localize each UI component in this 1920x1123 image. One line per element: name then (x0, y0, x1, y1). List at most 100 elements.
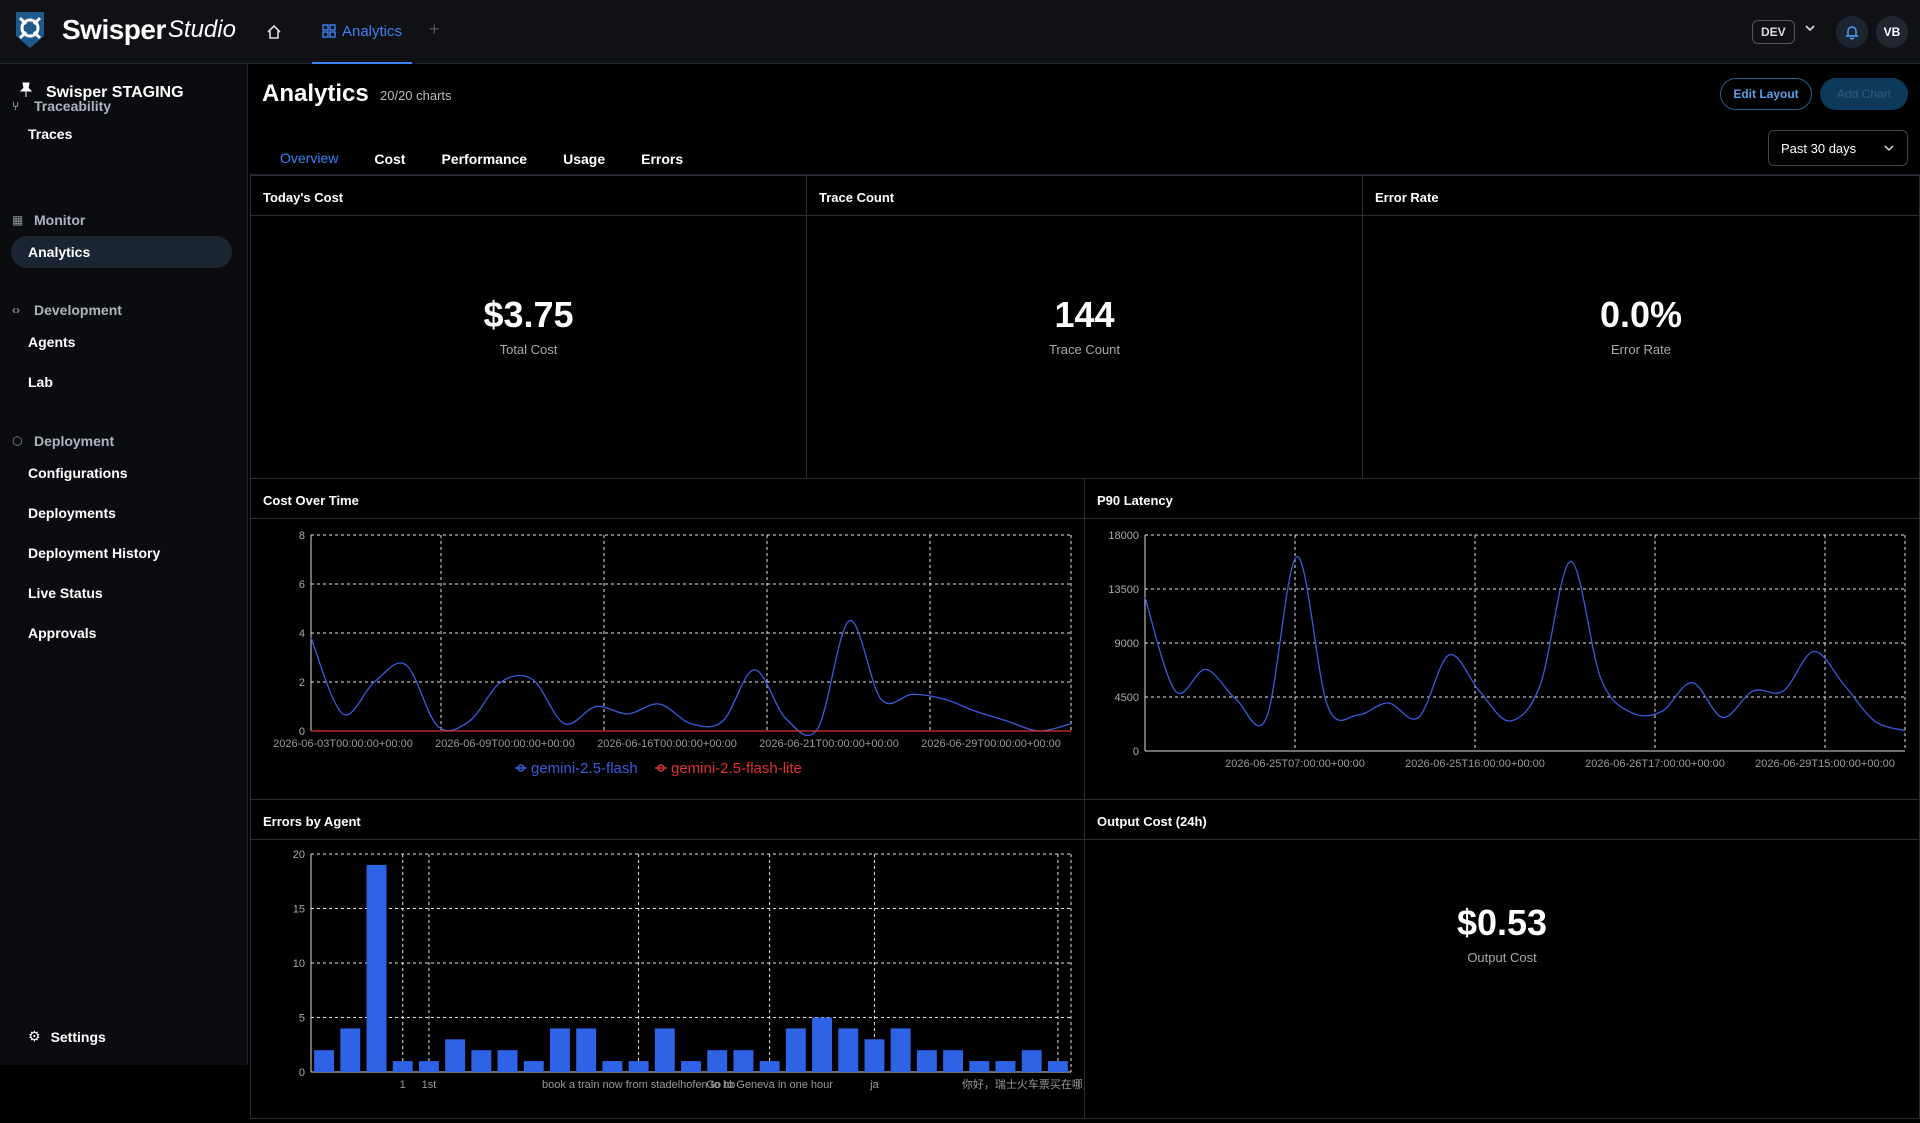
card-title: Trace Count (807, 176, 1362, 216)
sidebar-item-lab[interactable]: Lab (28, 374, 53, 390)
tab-usage[interactable]: Usage (563, 151, 606, 167)
chevron-down-icon (1884, 145, 1894, 152)
sidebar-item-settings[interactable]: ⚙ Settings (28, 1028, 106, 1045)
bar (759, 1061, 780, 1072)
sidebar-item-deployments[interactable]: Deployments (28, 505, 116, 521)
y-tick-label: 9000 (1115, 638, 1139, 650)
kpi-label: Output Cost (1467, 950, 1537, 965)
card-title: Error Rate (1363, 176, 1919, 216)
tab-analytics[interactable]: Analytics (312, 0, 412, 64)
bar (890, 1028, 911, 1072)
sidebar-item-agents[interactable]: Agents (28, 334, 76, 350)
kpi-value: 0.0% (1599, 294, 1683, 335)
kpi-value: 144 (1054, 294, 1115, 335)
sidebar-item-traces[interactable]: Traces (28, 126, 73, 142)
code-icon: ‹› (12, 303, 20, 317)
add-chart-button[interactable]: Add Chart (1820, 78, 1908, 110)
org-name: Swisper STAGING (46, 83, 184, 101)
y-tick-label: 18000 (1108, 530, 1139, 542)
bar (943, 1050, 964, 1072)
analytics-tabs: Overview Cost Performance Usage Errors (262, 142, 701, 178)
bar (523, 1061, 544, 1072)
sidebar-item-live-status[interactable]: Live Status (28, 585, 103, 601)
time-range-select[interactable]: Past 30 days (1768, 130, 1908, 166)
cost-over-time-chart[interactable]: 0 2 4 6 8 2026-06-03T00:00:00+00:00 2026-06-09… (251, 519, 1084, 799)
main-content: Analytics 20/20 charts Edit Layout Add C… (250, 64, 1920, 1119)
add-tab-icon[interactable]: + (429, 19, 440, 39)
kpi-label: Trace Count (1048, 342, 1121, 357)
bar (314, 1050, 335, 1072)
x-tick-label: 1st (422, 1079, 437, 1091)
card-title: Cost Over Time (251, 479, 1084, 519)
x-tick-label: 你好，瑞士火车票买在哪里 (962, 1077, 1084, 1091)
time-range-value: Past 30 days (1781, 140, 1857, 156)
bar (497, 1050, 518, 1072)
bar (366, 864, 387, 1072)
sidebar-item-approvals[interactable]: Approvals (28, 625, 97, 641)
series-line-1 (1144, 555, 1906, 732)
chart-card-cost-over-time: Cost Over Time 0 2 4 6 8 2026-06-03T00:00:00+… (250, 478, 1085, 800)
sidebar-group-development[interactable]: ‹› Development (12, 302, 122, 318)
bar (995, 1061, 1016, 1072)
sidebar-group-monitor[interactable]: ▦ Monitor (12, 212, 85, 228)
card-title: Today's Cost (251, 176, 806, 216)
y-tick-label: 4 (299, 628, 305, 640)
tab-cost[interactable]: Cost (374, 151, 406, 167)
tab-performance[interactable]: Performance (441, 151, 528, 167)
bar (418, 1061, 439, 1072)
env-badge[interactable]: DEV (1752, 20, 1795, 44)
x-tick-label: 2026-06-09T00:00:00+00:00 (435, 738, 575, 750)
legend-marker-dot (517, 764, 525, 772)
home-icon[interactable] (262, 20, 286, 44)
avatar[interactable]: VB (1876, 16, 1908, 48)
bar (864, 1039, 885, 1072)
bar (785, 1028, 806, 1072)
box-icon: ⬡ (12, 434, 23, 448)
bar (471, 1050, 492, 1072)
bar (916, 1050, 937, 1072)
kpi-card-output-cost: Output Cost (24h) $0.53 Output Cost (1084, 799, 1920, 1119)
tab-analytics-label: Analytics (341, 22, 403, 40)
pin-icon (19, 82, 33, 103)
x-tick-label: ja (869, 1079, 879, 1091)
tab-overview[interactable]: Overview (262, 142, 357, 176)
kpi-label: Total Cost (499, 342, 558, 357)
legend-label: gemini-2.5-flash-lite (671, 760, 802, 777)
sidebar-item-analytics[interactable]: Analytics (28, 244, 91, 260)
chevron-down-icon[interactable] (1804, 22, 1816, 37)
bar (812, 1017, 832, 1072)
x-tick-label: 2026-06-21T00:00:00+00:00 (759, 738, 899, 750)
chart-card-errors-by-agent: Errors by Agent 0 5 10 15 20 1 1st book a train… (250, 799, 1094, 1119)
bar (1021, 1050, 1042, 1072)
chart-count: 20/20 charts (380, 88, 452, 103)
y-tick-label: 5 (299, 1013, 305, 1025)
sidebar-group-deployment[interactable]: ⬡ Deployment (12, 433, 114, 449)
edit-layout-button[interactable]: Edit Layout (1720, 78, 1812, 110)
bell-icon[interactable] (1836, 16, 1868, 48)
bar (392, 1061, 413, 1072)
page-title: Analytics (262, 80, 369, 107)
y-tick-label: 4500 (1115, 692, 1139, 704)
x-tick-label: 1 (400, 1079, 406, 1091)
chart-card-p90-latency: P90 Latency 0 4500 9000 13500 18000 2026-06-2… (1084, 478, 1920, 800)
grid-icon: ▦ (12, 213, 24, 227)
bar (445, 1039, 466, 1072)
y-tick-label: 0 (299, 726, 305, 738)
p90-latency-chart[interactable]: 0 4500 9000 13500 18000 2026-06-25T07:00:00+0… (1085, 519, 1919, 799)
bar (602, 1061, 623, 1072)
sidebar-item-configurations[interactable]: Configurations (28, 465, 128, 481)
sidebar-group-label: Development (34, 302, 122, 318)
sidebar-group-traceability[interactable]: ⑂ Traceability (12, 98, 111, 114)
kpi-label: Error Rate (1611, 342, 1671, 357)
org-switcher[interactable]: Swisper STAGING (19, 82, 184, 103)
sidebar-item-deployment-history[interactable]: Deployment History (28, 545, 161, 561)
bar (707, 1050, 728, 1072)
app-logo[interactable]: Swisper Studio (12, 10, 236, 50)
sidebar-group-label: Monitor (34, 212, 86, 228)
tab-errors[interactable]: Errors (641, 151, 684, 167)
tabs-divider (250, 174, 1920, 175)
settings-label: Settings (50, 1028, 106, 1045)
grid-icon (322, 24, 336, 38)
top-bar: Swisper Studio Analytics + DEV VB (0, 0, 1920, 64)
